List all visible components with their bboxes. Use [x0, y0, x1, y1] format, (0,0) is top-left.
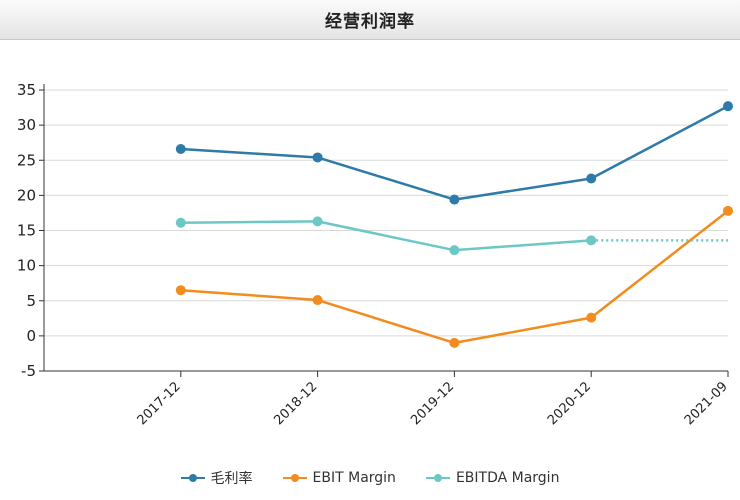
data-point — [175, 144, 186, 155]
data-point — [449, 194, 460, 205]
axes — [39, 84, 729, 377]
y-tick-label: 0 — [26, 327, 36, 345]
legend-label: EBIT Margin — [312, 470, 396, 486]
grid-lines — [44, 89, 728, 372]
y-tick-label: -5 — [21, 362, 36, 380]
y-tick-label: 20 — [17, 186, 36, 204]
x-tick-label: 2018-12 — [271, 379, 320, 428]
legend-label: EBITDA Margin — [455, 470, 560, 486]
data-point — [586, 173, 597, 184]
series-2 — [175, 216, 728, 256]
legend: 毛利率 EBIT Margin EBITDA Margin — [0, 466, 740, 490]
data-point — [312, 216, 323, 227]
y-tick-label: 35 — [17, 81, 36, 99]
y-tick-label: 5 — [26, 292, 36, 310]
chart-title: 经营利润率 — [325, 12, 415, 32]
x-tick-label: 2019-12 — [408, 379, 457, 428]
data-point — [449, 337, 460, 348]
data-point — [175, 285, 186, 296]
y-tick-label: 10 — [17, 257, 36, 275]
series-lines — [175, 101, 733, 348]
x-tick-label: 2020-12 — [545, 379, 594, 428]
data-point — [723, 101, 733, 112]
data-point — [449, 245, 460, 256]
legend-item-ebit-margin[interactable]: EBIT Margin — [282, 470, 396, 486]
series-0 — [175, 101, 733, 205]
series-line — [180, 220, 592, 252]
legend-label: 毛利率 — [210, 471, 253, 487]
x-tick-label: 2021-09 — [682, 379, 731, 428]
data-point — [723, 205, 733, 216]
legend-marker-ebitda-margin — [425, 472, 450, 484]
y-tick-label: 25 — [17, 151, 36, 169]
x-tick-label: 2017-12 — [135, 379, 184, 428]
chart-header: 经营利润率 — [0, 0, 740, 40]
data-point — [586, 235, 597, 246]
legend-item-ebitda-margin[interactable]: EBITDA Margin — [425, 470, 560, 486]
y-tick-label: 30 — [17, 116, 36, 134]
data-point — [312, 295, 323, 306]
data-point — [312, 152, 323, 163]
legend-marker-ebit-margin — [282, 472, 307, 484]
y-tick-labels: 35 30 25 20 15 10 5 0 -5 — [17, 81, 36, 380]
series-line — [180, 105, 729, 201]
legend-marker-gross-margin — [180, 472, 205, 484]
x-tick-labels: 2017-12 2018-12 2019-12 2020-12 2021-09 — [135, 379, 731, 428]
y-tick-label: 15 — [17, 222, 36, 240]
legend-item-gross-margin[interactable]: 毛利率 — [180, 468, 253, 488]
data-point — [175, 217, 186, 228]
data-point — [586, 312, 597, 323]
series-1 — [175, 205, 733, 348]
